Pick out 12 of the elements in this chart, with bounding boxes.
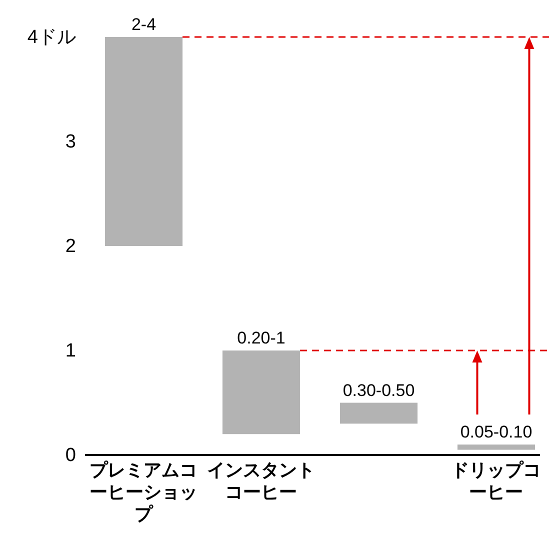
y-tick-label: 1: [65, 340, 76, 362]
data-label: 2-4: [131, 15, 156, 34]
y-tick-label: 0: [65, 445, 76, 466]
y-tick-label: 4ドル: [27, 27, 76, 48]
y-tick-label: 3: [65, 132, 76, 152]
x-tick-label: ドリップコーヒー: [450, 459, 542, 503]
data-label: 0.20-1: [237, 328, 286, 348]
x-tick-label: プレミアムコーヒーショップ: [88, 459, 199, 525]
y-tick-label: 2: [65, 236, 76, 257]
x-tick-label: インスタントコーヒー: [206, 459, 316, 503]
data-label: 0.30-0.50: [342, 380, 415, 400]
data-label: 0.05-0.10: [460, 422, 532, 442]
